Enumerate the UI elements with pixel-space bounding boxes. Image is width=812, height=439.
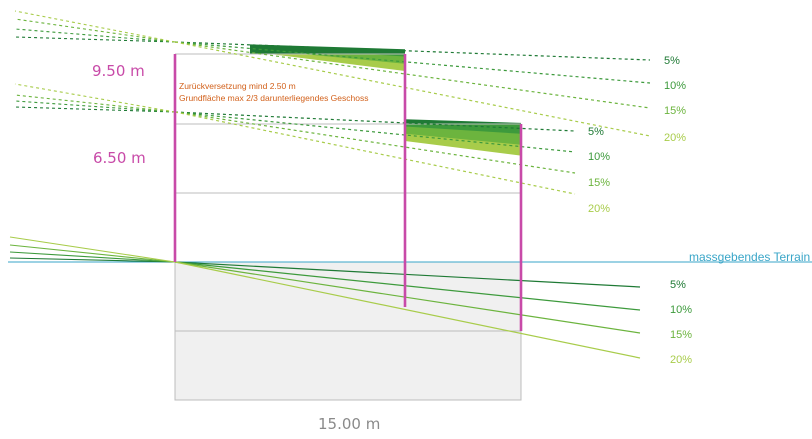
attic-slope-line (174, 41, 651, 109)
attic-slope-label: 10% (664, 80, 686, 92)
upper-slope-label: 5% (588, 126, 604, 138)
attic-slope-tail (14, 28, 176, 43)
upper-slope-label: 10% (588, 151, 610, 163)
upper-slope-line (174, 111, 576, 153)
terrain-slope-tail (9, 244, 176, 263)
setback-note-line2: Grundfläche max 2/3 darunterliegendes Ge… (179, 93, 368, 103)
terrain-slope-label: 5% (670, 279, 686, 291)
building-structure (8, 53, 812, 401)
upper-slope-tail (14, 83, 176, 113)
terrain-slope-tail (9, 236, 176, 263)
terrain-label: massgebendes Terrain (689, 250, 810, 264)
terrain-slope-line (174, 261, 641, 359)
attic-slope-label: 5% (664, 55, 680, 67)
upper-slope-line (174, 111, 576, 174)
attic-slope-line (174, 41, 651, 84)
terrain-slope-tail (9, 251, 176, 263)
attic-slope-line (174, 41, 651, 61)
upper-slope-tail (14, 94, 176, 113)
attic-slope-tail (14, 18, 176, 43)
height-label-top: 9.50 m (92, 62, 145, 80)
terrain-slope-line (174, 261, 641, 311)
upper-slope-tail (14, 100, 176, 113)
width-label: 15.00 m (318, 415, 380, 433)
upper-slope-line (174, 111, 576, 132)
setback-note-line1: Zurückversetzung mind 2.50 m (179, 81, 296, 91)
terrain-slope-tail (9, 257, 176, 263)
terrain-slope-line (174, 261, 641, 288)
terrain-slope-label: 15% (670, 329, 692, 341)
attic-slope-tail (14, 36, 176, 43)
upper-fill-band (405, 124, 521, 134)
height-label-mid: 6.50 m (93, 149, 146, 167)
upper-slope-line (174, 111, 576, 195)
slope-lines (9, 10, 651, 359)
terrain-slope-label: 10% (670, 304, 692, 316)
building-walls (173, 54, 523, 331)
upper-slope-label: 15% (588, 177, 610, 189)
upper-slope-label: 20% (588, 203, 610, 215)
attic-fill-band (250, 49, 405, 64)
attic-slope-label: 15% (664, 105, 686, 117)
terrain-slope-line (174, 261, 641, 334)
attic-slope-label: 20% (664, 132, 686, 144)
terrain-slope-label: 20% (670, 354, 692, 366)
attic-slope-tail (14, 10, 176, 43)
upper-fill-band (405, 119, 521, 124)
upper-slope-tail (14, 106, 176, 113)
attic-slope-line (174, 41, 651, 137)
slope-percent-labels: 5% 10% 15% 20% 5% 10% 15% 20% 5% 10% 15% 20% (588, 55, 692, 366)
